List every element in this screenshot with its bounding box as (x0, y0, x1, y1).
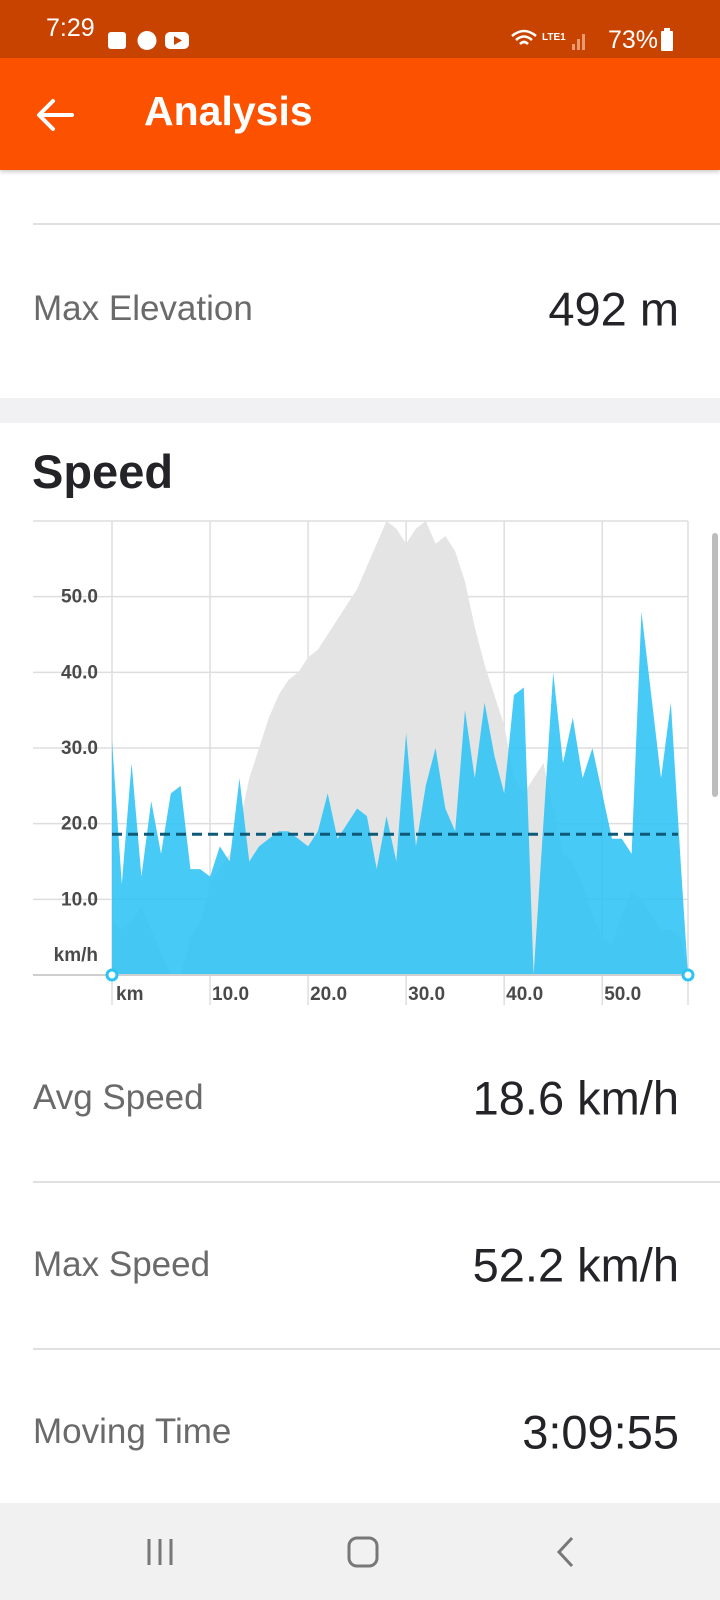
x-tick-label: 10.0 (212, 984, 249, 1005)
divider (33, 1348, 720, 1350)
y-tick-label: 50.0 (61, 587, 98, 608)
y-tick-label: 30.0 (61, 738, 98, 759)
back-nav-button[interactable] (554, 1535, 578, 1569)
y-axis-label: km/h (54, 945, 98, 966)
battery-icon (661, 28, 673, 51)
divider (33, 223, 720, 225)
battery-level: 73% (608, 26, 659, 54)
back-button[interactable] (36, 98, 76, 132)
section-gap (0, 398, 720, 423)
stat-label: Moving Time (33, 1412, 232, 1451)
signal-icons: LTE1 (511, 29, 585, 50)
speed-chart: 10.0 20.0 30.0 40.0 50.0 10.0 20.0 30.0 40.0 50.0… (33, 520, 695, 1005)
x-tick-label: 50.0 (604, 984, 641, 1005)
stat-value: 3:09:55 (522, 1405, 679, 1459)
divider (33, 1181, 720, 1183)
stat-label: Max Speed (33, 1245, 211, 1284)
x-tick-label: 20.0 (310, 984, 347, 1005)
stat-value: 18.6 km/h (472, 1071, 679, 1125)
section-title: Speed (32, 445, 174, 498)
navigation-bar (0, 1503, 720, 1600)
range-handle (681, 968, 695, 982)
y-tick-label: 10.0 (61, 889, 98, 910)
notification-icons (108, 31, 189, 50)
x-tick-label: 40.0 (506, 984, 543, 1005)
home-button[interactable] (346, 1535, 380, 1569)
status-bar: 7:29 LTE1 73% (0, 0, 720, 58)
scrollbar (712, 533, 718, 797)
y-tick-label: 40.0 (61, 662, 98, 683)
stat-label: Max Elevation (33, 289, 253, 328)
app-title: Analysis (144, 88, 313, 134)
svg-text:LTE1: LTE1 (542, 32, 566, 43)
recents-button[interactable] (146, 1537, 178, 1567)
stat-value: 52.2 km/h (472, 1238, 679, 1292)
range-handle (105, 968, 119, 982)
stat-label: Avg Speed (33, 1078, 204, 1117)
y-tick-label: 20.0 (61, 814, 98, 835)
clock: 7:29 (46, 14, 95, 42)
area-series (112, 611, 688, 975)
stat-value: 492 m (548, 282, 679, 336)
x-axis-label: km (116, 984, 143, 1005)
x-tick-label: 30.0 (408, 984, 445, 1005)
app-bar: Analysis (0, 58, 720, 170)
